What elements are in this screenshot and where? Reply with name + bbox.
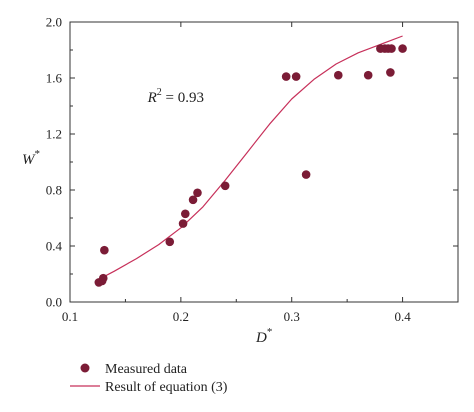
x-tick-label: 0.2 bbox=[173, 309, 189, 324]
x-tick-label: 0.1 bbox=[62, 309, 78, 324]
data-point bbox=[178, 219, 188, 228]
data-point bbox=[387, 44, 396, 53]
x-axis-label: D* bbox=[255, 326, 272, 346]
data-point bbox=[188, 195, 198, 205]
equation-line bbox=[100, 35, 403, 279]
legend-label-equation: Result of equation (3) bbox=[105, 380, 228, 395]
y-tick-label: 0.4 bbox=[46, 239, 63, 254]
data-point bbox=[100, 245, 109, 255]
legend-marker-measured bbox=[80, 363, 90, 373]
r-squared-value: = 0.93 bbox=[162, 90, 204, 106]
plot-frame bbox=[69, 21, 459, 303]
legend: Measured data Result of equation (3) bbox=[70, 362, 228, 395]
data-point bbox=[193, 188, 202, 198]
measured-points bbox=[94, 44, 407, 287]
y-tick-label: 2.0 bbox=[46, 15, 62, 30]
data-point bbox=[291, 72, 301, 81]
data-point bbox=[98, 273, 108, 283]
legend-label-measured: Measured data bbox=[105, 362, 188, 377]
r-squared-annotation: R2 = 0.93 bbox=[147, 87, 204, 106]
r-squared-symbol: R bbox=[147, 90, 157, 106]
data-point bbox=[301, 170, 311, 179]
data-point bbox=[220, 181, 230, 191]
data-point bbox=[281, 72, 291, 81]
data-point bbox=[398, 44, 407, 53]
axes bbox=[69, 21, 459, 303]
data-point bbox=[363, 70, 373, 80]
y-axis-label: W* bbox=[22, 148, 40, 168]
equation-curve bbox=[100, 35, 403, 279]
x-tick-label: 0.4 bbox=[394, 309, 411, 324]
x-tick-label: 0.3 bbox=[284, 309, 300, 324]
y-axis-label-main: W bbox=[22, 152, 36, 168]
y-tick-label: 1.6 bbox=[46, 71, 63, 86]
r-squared-exponent: 2 bbox=[157, 87, 162, 98]
data-point bbox=[333, 70, 343, 80]
x-axis-label-main: D bbox=[255, 330, 267, 346]
y-tick-label: 1.2 bbox=[46, 127, 62, 142]
ticks: 0.1 0.2 0.3 0.4 0.0 0.4 0.8 1.2 1.6 2.0 bbox=[46, 15, 459, 324]
data-point bbox=[180, 209, 190, 219]
y-tick-label: 0.8 bbox=[46, 183, 62, 198]
y-axis-label-sup: * bbox=[35, 148, 41, 160]
y-tick-label: 0.0 bbox=[46, 295, 62, 310]
x-axis-label-sup: * bbox=[267, 326, 273, 338]
data-point bbox=[386, 68, 395, 77]
data-point bbox=[165, 237, 175, 247]
